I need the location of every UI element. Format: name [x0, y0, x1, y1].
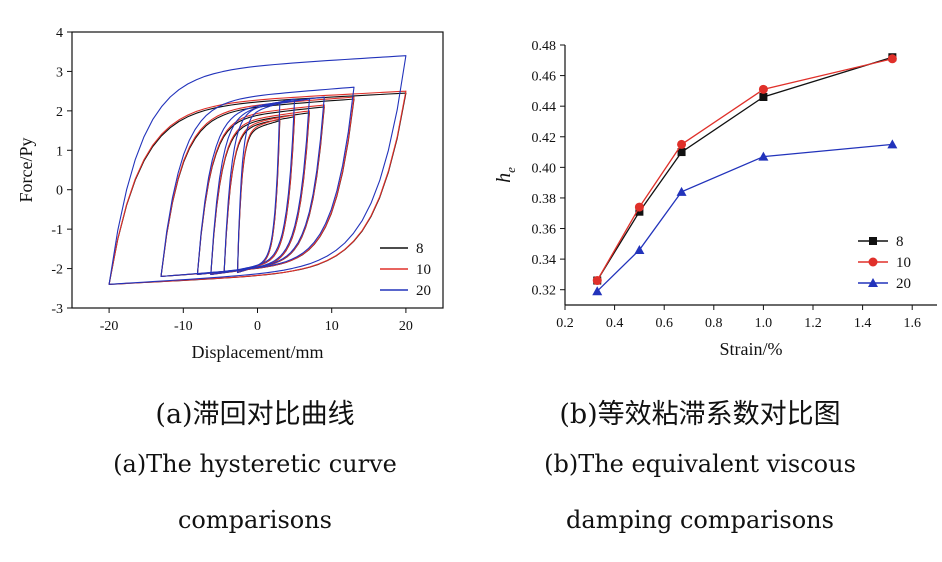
hysteresis-x-tick-label: 20 — [399, 319, 413, 334]
damping-series-10 — [592, 54, 897, 286]
damping-y-tick-label: 0.48 — [532, 39, 557, 54]
hysteresis-series-10 — [108, 90, 407, 285]
hysteresis-loop — [108, 90, 407, 285]
hysteresis-x-tick-label: -10 — [174, 319, 193, 334]
hysteresis-y-tick-label: -1 — [51, 223, 63, 238]
damping-x-tick-label: 0.2 — [556, 316, 574, 331]
damping-y-axis-label-sub: e — [503, 167, 518, 173]
hysteresis-loop — [223, 114, 296, 274]
hysteresis-loop — [223, 98, 296, 274]
damping-x-axis-label: Strain/% — [720, 339, 783, 359]
damping-axes — [564, 45, 937, 306]
hysteresis-loop — [236, 102, 281, 274]
damping-y-tick-label: 0.34 — [532, 253, 557, 268]
damping-legend-marker — [868, 278, 878, 287]
damping-y-axis-label: he — [493, 167, 518, 183]
hysteresis-loop — [108, 55, 407, 285]
damping-x-tick-label: 1.0 — [755, 316, 773, 331]
hysteresis-legend-label: 20 — [416, 283, 431, 299]
hysteresis-x-tick-label: 10 — [325, 319, 339, 334]
damping-x-tick-label: 0.8 — [705, 316, 723, 331]
damping-y-tick-label: 0.46 — [532, 70, 557, 85]
caption-b-english-line2: damping comparisons — [566, 506, 834, 534]
damping-chart: 0.2 0.4 0.6 0.8 1.0 1.2 1.4 1.6 0.320.340.360.3… — [493, 39, 937, 359]
caption-a-english-line1: (a)The hysteretic curve — [113, 450, 397, 478]
hysteresis-y-tick-label: 2 — [56, 105, 63, 120]
damping-data-point — [592, 286, 603, 296]
hysteresis-curves — [108, 55, 407, 285]
hysteresis-loop — [160, 86, 355, 278]
damping-x-tick-label: 0.4 — [606, 316, 624, 331]
damping-data-point — [676, 186, 687, 196]
damping-data-point — [635, 207, 644, 216]
hysteresis-y-tick-label: 0 — [56, 184, 63, 199]
damping-legend-marker — [869, 237, 877, 245]
hysteresis-series-20 — [108, 55, 407, 285]
damping-x-tick-label: 1.6 — [903, 316, 921, 331]
hysteresis-x-tick-label: 0 — [254, 319, 261, 334]
hysteresis-loop — [236, 118, 281, 274]
damping-data-point — [758, 151, 769, 161]
damping-series-20 — [592, 139, 898, 296]
hysteresis-loop — [223, 116, 296, 274]
damping-x-ticks: 0.2 0.4 0.6 0.8 1.0 1.2 1.4 1.6 — [556, 305, 921, 331]
damping-data-point — [759, 93, 768, 101]
caption-a-english-line2: comparisons — [177, 506, 332, 534]
damping-data-point — [887, 139, 898, 149]
damping-data-point — [887, 54, 897, 64]
damping-data-point — [677, 139, 687, 149]
damping-data-point — [592, 276, 602, 286]
hysteresis-legend: 8 10 20 — [380, 241, 431, 299]
damping-x-tick-label: 1.4 — [854, 316, 872, 331]
damping-legend-label: 8 — [896, 234, 904, 250]
damping-y-tick-label: 0.40 — [532, 161, 557, 176]
hysteresis-x-axis-label: Displacement/mm — [192, 342, 324, 362]
damping-y-axis-label-main: h — [493, 173, 515, 183]
damping-y-tick-label: 0.42 — [532, 131, 557, 146]
damping-y-tick-label: 0.44 — [532, 100, 557, 115]
hysteresis-x-ticks: -20 -10 0 10 20 — [100, 308, 413, 334]
damping-x-tick-label: 0.6 — [655, 316, 673, 331]
damping-data-point — [677, 148, 686, 157]
damping-data-point — [758, 84, 768, 94]
hysteresis-y-tick-label: 4 — [56, 26, 63, 41]
hysteresis-y-axis-label: Force/Py — [16, 138, 36, 203]
damping-legend: 8 10 20 — [858, 234, 911, 292]
hysteresis-loop — [160, 98, 355, 278]
damping-series — [592, 53, 898, 296]
hysteresis-y-tick-label: -2 — [51, 263, 63, 278]
hysteresis-y-ticks: -3 -2 -1 0 1 2 3 4 — [51, 26, 72, 317]
hysteresis-loop — [108, 92, 407, 285]
damping-series-line — [596, 143, 893, 292]
hysteresis-y-tick-label: 3 — [56, 65, 63, 80]
hysteresis-loop — [160, 96, 355, 278]
damping-y-ticks: 0.32 0.34 0.36 0.38 0.40 0.42 0.44 0.46 0.48 — [532, 39, 565, 299]
hysteresis-series-8 — [108, 92, 407, 285]
caption-b-chinese: (b)等效粘滞系数对比图 — [559, 399, 841, 430]
hysteresis-x-tick-label: -20 — [100, 319, 119, 334]
damping-y-tick-label: 0.38 — [532, 192, 557, 207]
damping-legend-label: 20 — [896, 276, 911, 292]
damping-legend-label: 10 — [896, 255, 911, 271]
damping-y-tick-label: 0.32 — [532, 284, 557, 299]
hysteresis-loop — [196, 104, 325, 276]
damping-data-point — [634, 244, 645, 254]
hysteresis-legend-label: 10 — [416, 262, 431, 278]
hysteresis-loop — [196, 106, 325, 276]
hysteresis-legend-label: 8 — [416, 241, 424, 257]
damping-x-tick-label: 1.2 — [804, 316, 822, 331]
damping-data-point — [634, 202, 644, 212]
caption-b-english-line1: (b)The equivalent viscous — [544, 450, 856, 478]
damping-legend-marker — [868, 257, 878, 267]
hysteresis-y-tick-label: 1 — [56, 144, 63, 159]
hysteresis-y-tick-label: -3 — [51, 302, 63, 317]
caption-a-chinese: (a)滞回对比曲线 — [155, 399, 355, 430]
hysteresis-loop — [236, 120, 281, 274]
damping-y-tick-label: 0.36 — [532, 223, 557, 238]
